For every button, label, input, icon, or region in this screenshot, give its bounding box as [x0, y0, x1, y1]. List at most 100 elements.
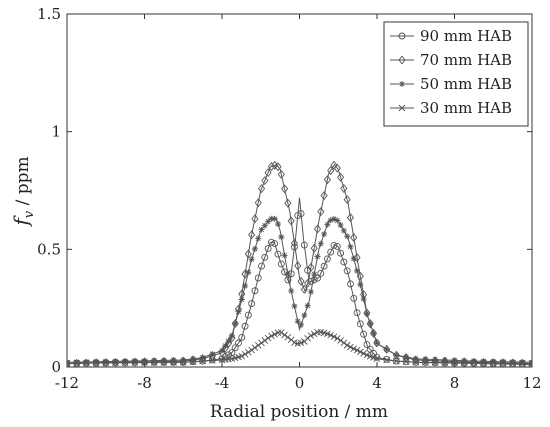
data-point [350, 294, 358, 302]
data-point [83, 358, 90, 365]
data-point [313, 224, 322, 234]
data-point [367, 320, 374, 327]
data-point [354, 267, 361, 274]
data-point [353, 253, 361, 263]
data-point [131, 357, 138, 364]
series-x [67, 328, 532, 367]
data-point [221, 343, 229, 353]
data-point [307, 262, 315, 272]
data-point [248, 256, 255, 263]
data-point [232, 320, 239, 327]
data-point [281, 184, 289, 194]
data-point [238, 352, 246, 360]
data-point [357, 281, 364, 288]
data-point [219, 347, 225, 354]
data-point [327, 217, 334, 224]
data-point [238, 296, 245, 303]
data-point [304, 302, 311, 309]
data-point [281, 252, 288, 259]
data-point [360, 330, 368, 338]
data-point [480, 359, 487, 367]
data-point [441, 359, 449, 366]
data-point [307, 288, 314, 295]
data-point [287, 216, 295, 226]
data-point [151, 357, 158, 364]
legend-item: 90 mm HAB [390, 27, 512, 45]
legend-item: 30 mm HAB [390, 99, 512, 117]
data-point [274, 221, 281, 228]
data-point [274, 250, 282, 258]
data-point [499, 358, 506, 365]
data-point [383, 356, 391, 364]
series-layer [67, 160, 532, 367]
data-point [73, 359, 80, 366]
data-point [340, 339, 348, 347]
data-point [102, 358, 109, 365]
legend-item: 50 mm HAB [390, 75, 512, 93]
data-point [284, 198, 292, 208]
data-point [317, 240, 324, 247]
data-point [251, 245, 258, 252]
data-point [490, 358, 497, 365]
legend-label: 90 mm HAB [420, 27, 512, 45]
data-point [451, 357, 458, 364]
data-point [244, 249, 252, 259]
legend-label: 70 mm HAB [420, 51, 512, 69]
data-point [343, 267, 351, 275]
x-tick-label: -4 [215, 374, 230, 392]
data-point [343, 341, 351, 349]
data-point [228, 349, 236, 357]
data-point [353, 346, 361, 354]
data-point [330, 160, 338, 170]
data-point [324, 221, 331, 228]
data-point [347, 280, 354, 288]
data-point [277, 260, 285, 268]
data-point [290, 238, 299, 248]
y-tick-label: 1 [51, 123, 61, 141]
data-point [248, 346, 255, 354]
data-point [271, 215, 278, 222]
data-point [480, 358, 487, 365]
data-point [225, 337, 232, 344]
data-point [360, 296, 367, 303]
data-point [231, 344, 239, 352]
data-point [141, 359, 148, 366]
series-line [67, 197, 532, 366]
data-point [122, 358, 129, 365]
data-point [337, 172, 345, 182]
data-point [102, 359, 110, 367]
data-point [284, 276, 292, 284]
data-point [255, 235, 262, 242]
data-point [67, 359, 70, 366]
data-point [347, 243, 354, 250]
data-point [277, 329, 285, 336]
data-point [432, 356, 439, 363]
legend-label: 50 mm HAB [420, 75, 512, 93]
data-point [320, 262, 328, 270]
data-point [317, 269, 325, 277]
y-axis-label-subscript: v [22, 210, 37, 218]
data-point [330, 241, 338, 249]
x-axis-label: Radial position / mm [210, 402, 388, 422]
data-point [92, 359, 100, 367]
data-point [251, 214, 259, 224]
data-point [254, 341, 262, 349]
data-point [373, 338, 381, 348]
data-point [340, 258, 348, 266]
data-point [327, 331, 335, 339]
data-point [244, 311, 252, 319]
data-point [93, 358, 100, 365]
data-point [330, 333, 338, 341]
series-star [67, 215, 532, 366]
data-point [257, 184, 266, 194]
data-point [112, 359, 119, 367]
data-point [340, 227, 347, 234]
data-point [160, 359, 168, 366]
data-point [529, 359, 532, 366]
data-point [264, 168, 272, 178]
data-point [357, 348, 364, 356]
data-point [67, 360, 71, 367]
legend-marker [398, 104, 406, 112]
data-point [460, 359, 468, 367]
data-point [350, 233, 358, 243]
